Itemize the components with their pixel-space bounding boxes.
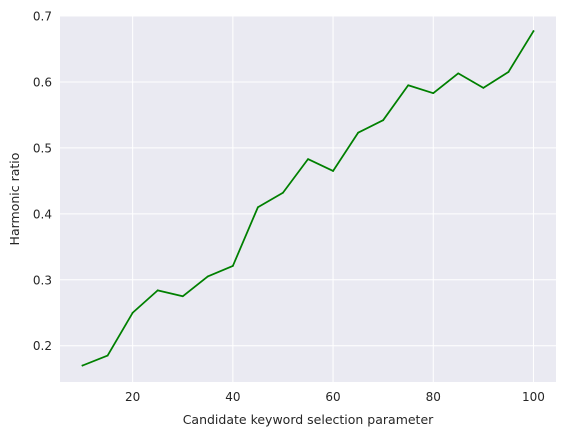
y-tick-label: 0.7 bbox=[33, 10, 52, 24]
data-point bbox=[382, 119, 385, 122]
data-point bbox=[206, 275, 209, 278]
x-tick-label: 20 bbox=[125, 390, 140, 404]
x-tick-label: 60 bbox=[325, 390, 340, 404]
data-point bbox=[156, 289, 159, 292]
data-point bbox=[532, 30, 535, 33]
x-tick-label: 80 bbox=[426, 390, 441, 404]
data-point bbox=[432, 92, 435, 95]
x-tick-label: 100 bbox=[522, 390, 545, 404]
y-tick-label: 0.2 bbox=[33, 339, 52, 353]
data-point bbox=[106, 354, 109, 357]
series-layer bbox=[81, 29, 535, 367]
data-point bbox=[131, 311, 134, 314]
x-tick-label: 40 bbox=[225, 390, 240, 404]
data-point bbox=[407, 84, 410, 87]
data-point bbox=[457, 72, 460, 75]
y-tick-label: 0.5 bbox=[33, 141, 52, 155]
data-point bbox=[81, 364, 84, 367]
data-point bbox=[282, 191, 284, 194]
x-axis-label: Candidate keyword selection parameter bbox=[183, 412, 434, 427]
data-point bbox=[482, 86, 485, 89]
plot-area bbox=[60, 16, 556, 382]
data-point bbox=[181, 295, 184, 298]
data-point bbox=[507, 71, 510, 73]
y-axis-ticks: 0.2 0.3 0.4 0.5 0.6 0.7 bbox=[33, 10, 52, 354]
data-point bbox=[307, 158, 309, 161]
y-tick-label: 0.6 bbox=[33, 75, 52, 89]
y-tick-label: 0.3 bbox=[33, 273, 52, 287]
data-point bbox=[357, 131, 360, 134]
y-axis-label: Harmonic ratio bbox=[7, 153, 22, 246]
x-axis-ticks: 20 40 60 80 100 bbox=[125, 390, 545, 404]
data-point bbox=[256, 206, 259, 209]
data-point bbox=[332, 170, 334, 172]
data-point bbox=[231, 265, 234, 267]
y-tick-label: 0.4 bbox=[33, 207, 52, 221]
